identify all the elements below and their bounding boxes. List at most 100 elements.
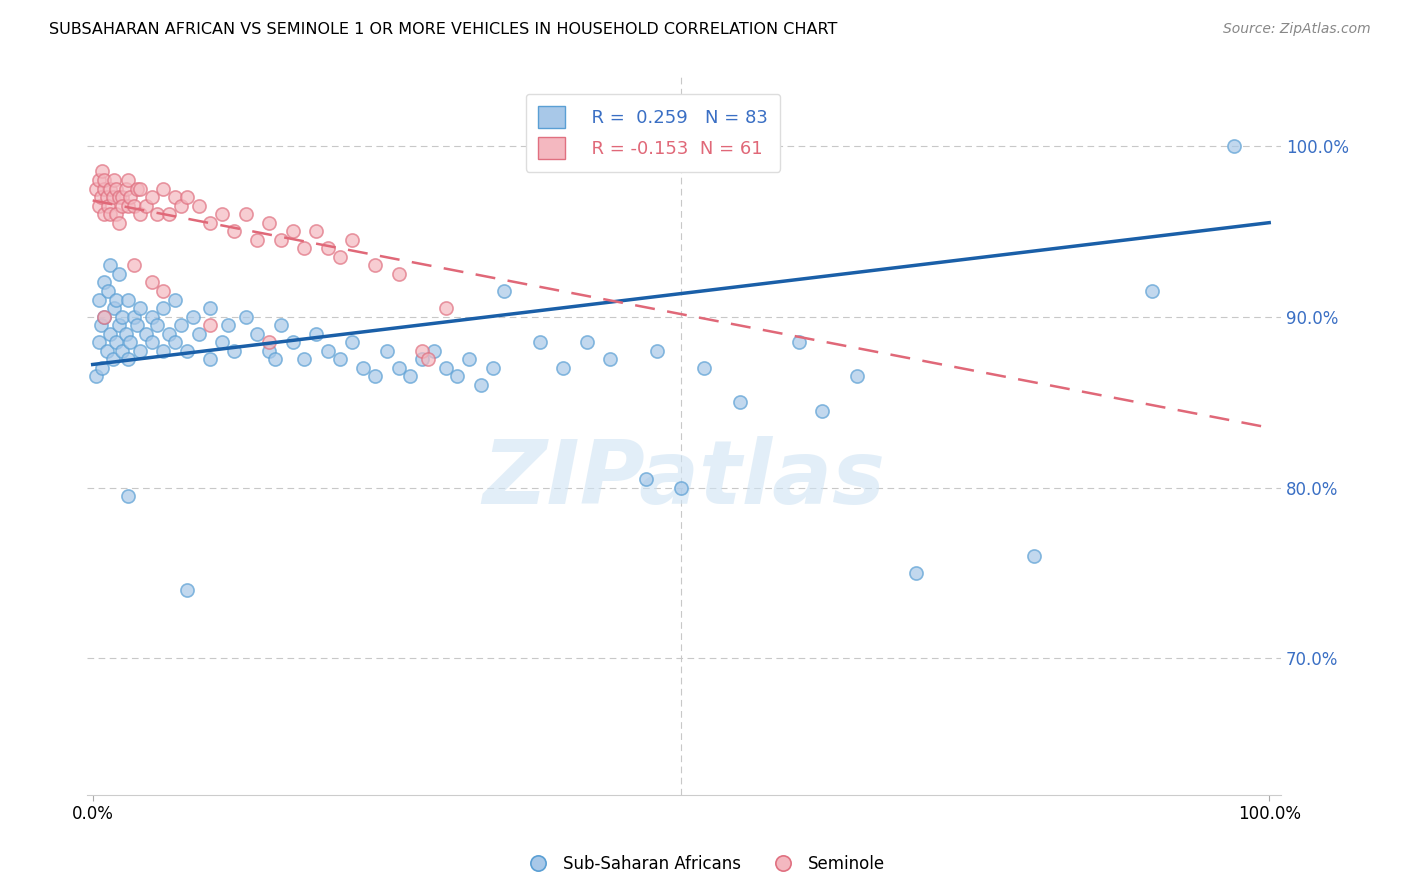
Point (98, 207, 121, 221)
Point (97, 198, 120, 212)
Point (101, 352, 124, 367)
Point (264, 352, 287, 367)
Point (90, 190, 112, 204)
Point (170, 318, 193, 333)
Point (387, 267, 409, 281)
Point (364, 259, 387, 273)
Point (122, 310, 145, 324)
Point (87, 198, 110, 212)
Point (146, 318, 169, 333)
Point (305, 326, 328, 341)
Point (434, 360, 457, 375)
Text: SUBSAHARAN AFRICAN VS SEMINOLE 1 OR MORE VEHICLES IN HOUSEHOLD CORRELATION CHART: SUBSAHARAN AFRICAN VS SEMINOLE 1 OR MORE… (49, 22, 838, 37)
Point (117, 198, 139, 212)
Point (152, 181, 174, 195)
Text: ZIPatlas: ZIPatlas (482, 436, 886, 523)
Point (411, 352, 433, 367)
Point (84, 181, 107, 195)
Point (135, 198, 157, 212)
Point (117, 352, 139, 367)
Point (176, 190, 198, 204)
Point (246, 326, 269, 341)
Point (141, 190, 163, 204)
Point (217, 318, 239, 333)
Point (98, 181, 121, 195)
Point (152, 301, 174, 315)
Point (669, 481, 692, 495)
Point (728, 395, 751, 409)
Point (200, 216, 222, 230)
Point (1140, 284, 1163, 298)
Point (157, 326, 180, 341)
Point (96, 343, 118, 358)
Point (1223, 138, 1246, 153)
Point (434, 301, 457, 315)
Point (93, 310, 115, 324)
Point (553, 360, 575, 375)
Point (141, 310, 163, 324)
Point (187, 326, 209, 341)
Point (375, 343, 398, 358)
Point (329, 250, 352, 264)
Point (494, 284, 516, 298)
Point (599, 352, 621, 367)
Point (246, 233, 269, 247)
Point (93, 173, 115, 187)
Point (105, 335, 128, 350)
Point (101, 190, 124, 204)
Point (93, 181, 115, 195)
Point (103, 301, 125, 315)
Point (905, 566, 928, 580)
Point (117, 293, 139, 307)
Point (107, 216, 129, 230)
Point (693, 360, 716, 375)
Point (165, 335, 187, 350)
Point (105, 293, 128, 307)
Point (257, 343, 280, 358)
Point (87, 293, 110, 307)
Point (84, 369, 107, 384)
Legend:   R =  0.259   N = 83,   R = -0.153  N = 61: R = 0.259 N = 83, R = -0.153 N = 61 (526, 94, 780, 172)
Point (235, 207, 257, 221)
Point (97, 284, 120, 298)
Point (114, 326, 136, 341)
Point (222, 224, 245, 238)
Point (281, 335, 304, 350)
Point (270, 318, 292, 333)
Point (316, 241, 339, 255)
Point (120, 190, 142, 204)
Point (329, 352, 352, 367)
Point (316, 343, 339, 358)
Point (181, 310, 204, 324)
Point (114, 181, 136, 195)
Point (105, 207, 128, 221)
Point (340, 335, 363, 350)
Point (387, 360, 409, 375)
Point (98, 326, 121, 341)
Text: Source: ZipAtlas.com: Source: ZipAtlas.com (1223, 22, 1371, 37)
Point (305, 224, 328, 238)
Point (122, 198, 145, 212)
Point (122, 259, 145, 273)
Point (176, 343, 198, 358)
Point (470, 378, 492, 392)
Point (128, 343, 150, 358)
Point (91, 164, 114, 178)
Point (575, 335, 598, 350)
Point (107, 190, 129, 204)
Point (111, 343, 134, 358)
Point (127, 318, 149, 333)
Point (152, 343, 174, 358)
Point (352, 360, 374, 375)
Point (340, 233, 363, 247)
Point (128, 301, 150, 315)
Point (117, 489, 139, 503)
Point (105, 181, 128, 195)
Point (141, 276, 163, 290)
Point (270, 233, 292, 247)
Point (141, 335, 163, 350)
Point (93, 276, 115, 290)
Point (634, 472, 657, 486)
Point (107, 318, 129, 333)
Point (103, 173, 125, 187)
